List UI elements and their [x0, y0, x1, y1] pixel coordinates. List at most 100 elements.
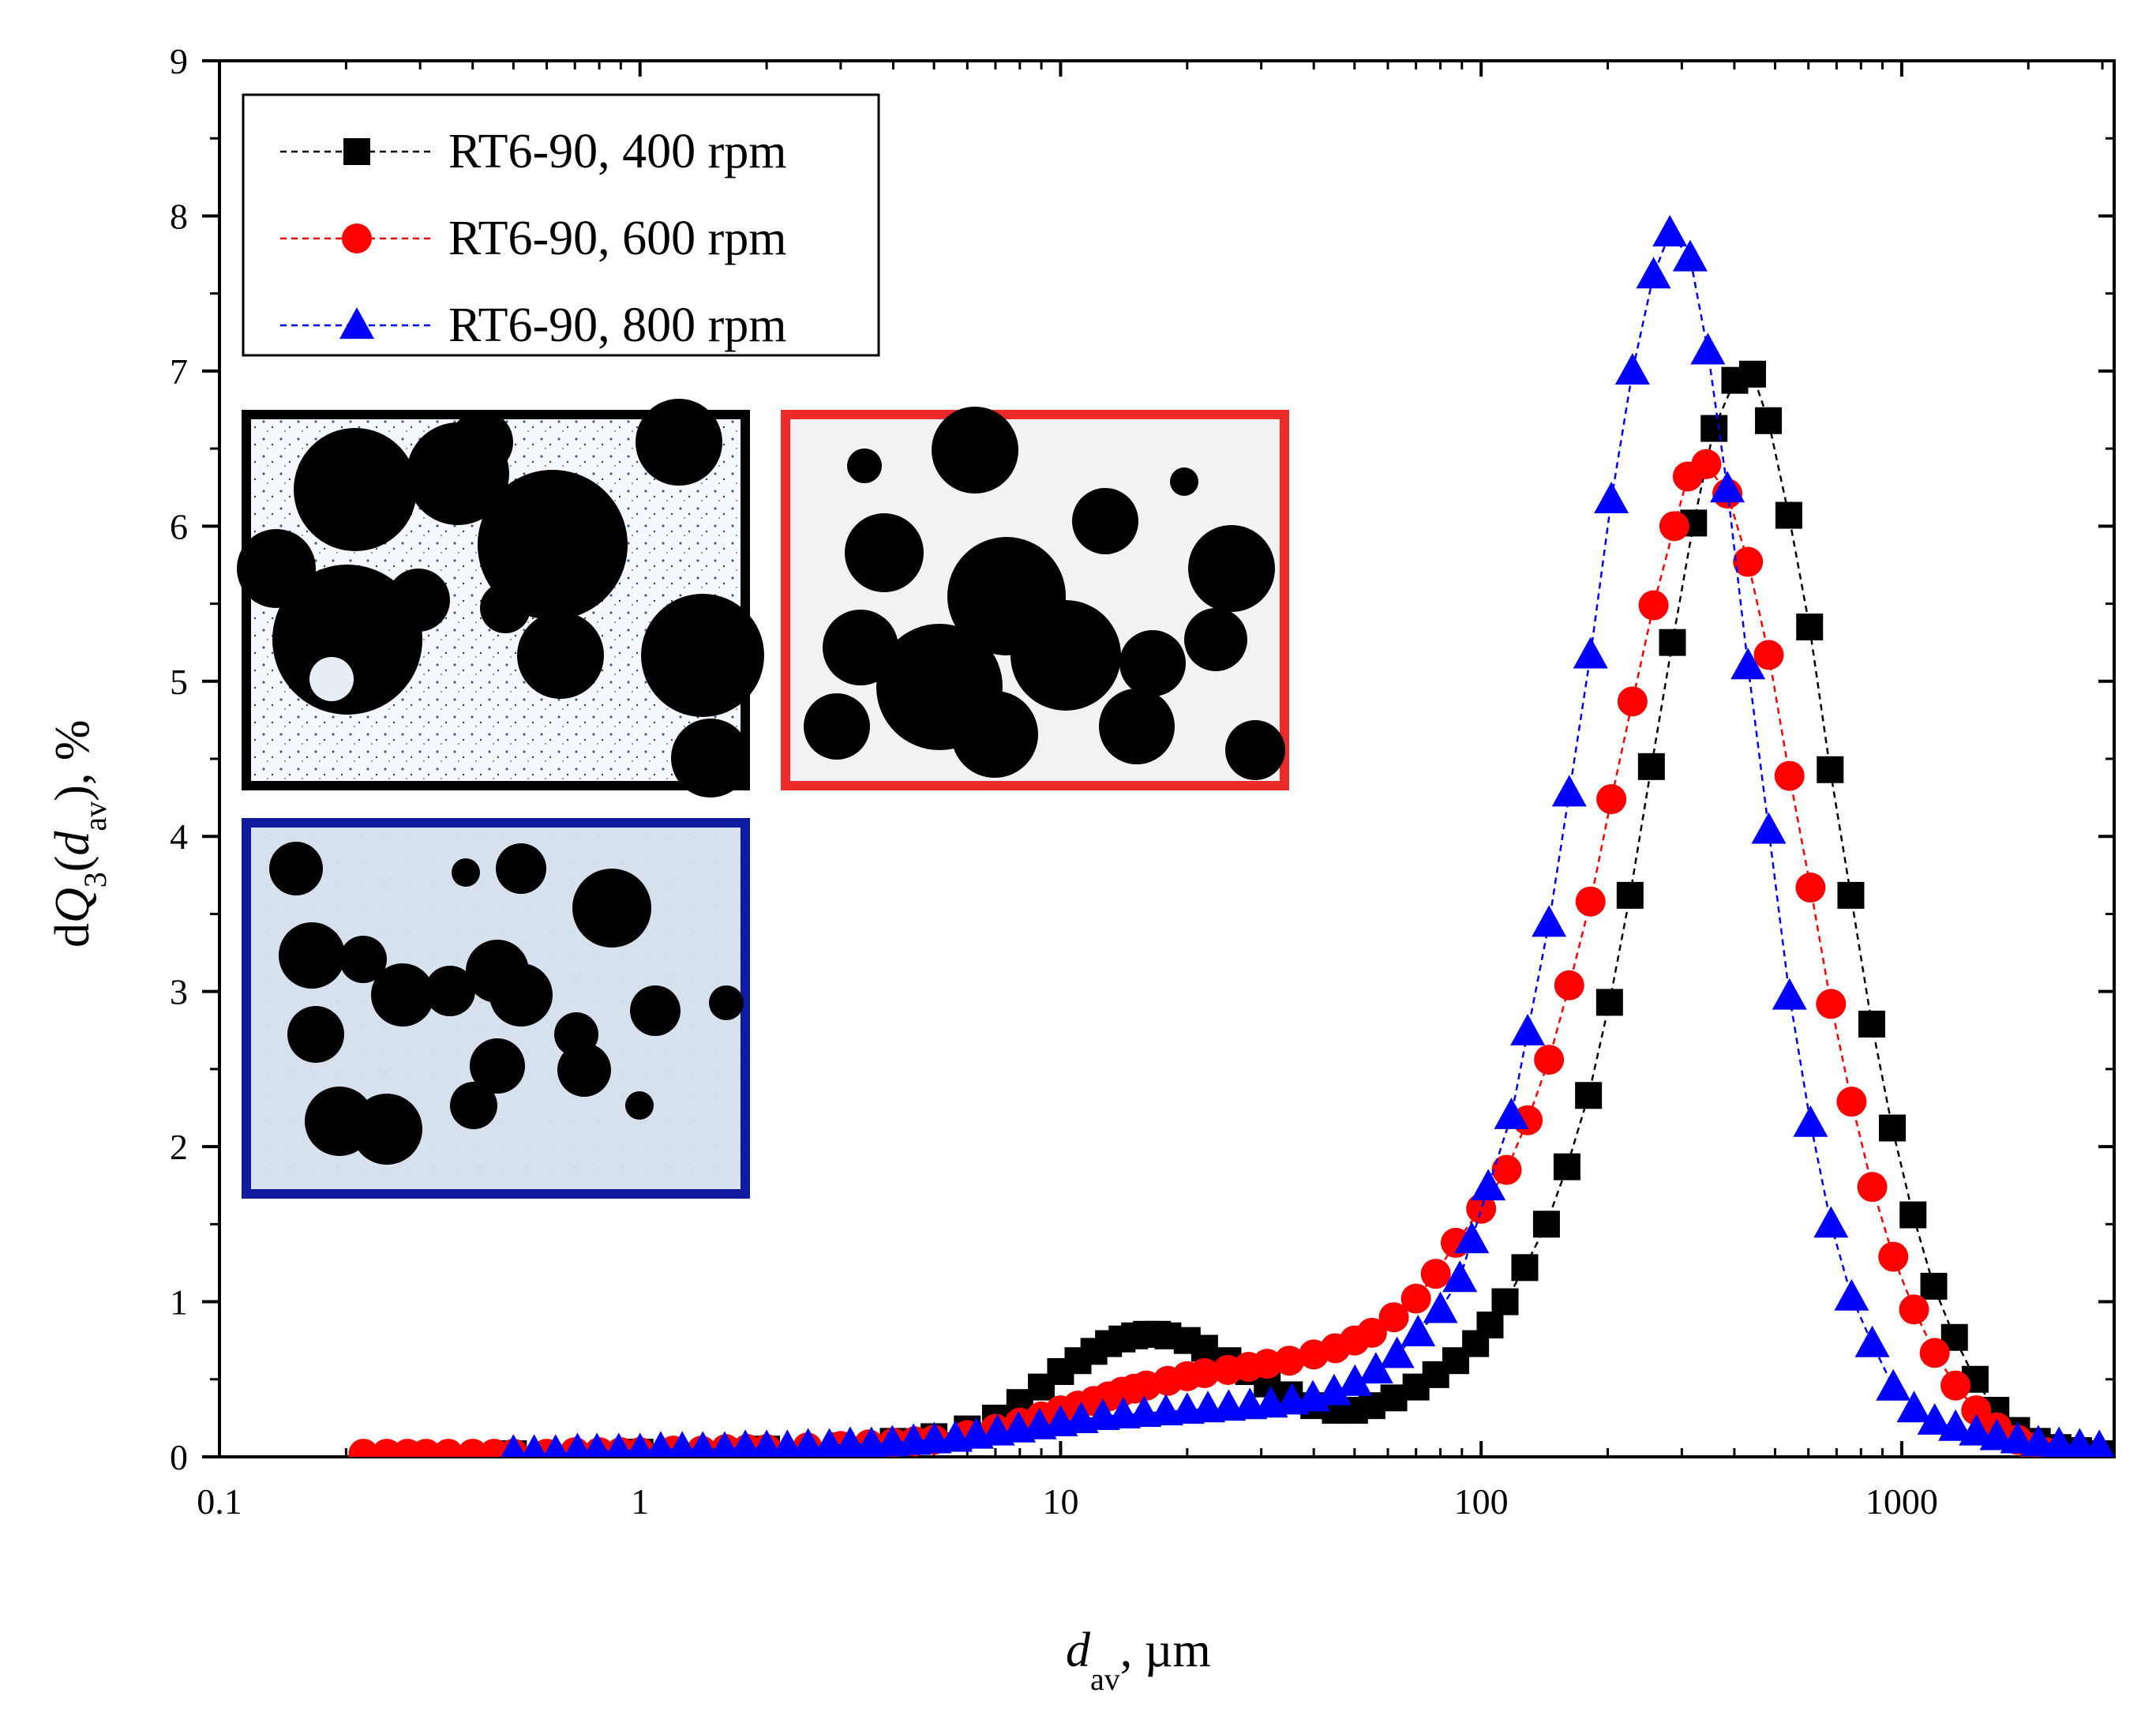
data-point — [1836, 1087, 1867, 1117]
data-point — [1837, 881, 1865, 909]
y-axis-title: dQ3(dav), % — [46, 720, 113, 948]
data-point — [1356, 1317, 1387, 1348]
legend-item: RT6-90, 600 rpm — [280, 212, 787, 265]
data-point — [1753, 640, 1784, 670]
data-point — [1190, 1334, 1218, 1362]
data-point — [2000, 1421, 2035, 1454]
data-point — [1400, 1315, 1436, 1346]
legend-item: RT6-90, 400 rpm — [280, 125, 787, 178]
data-point — [1511, 1254, 1539, 1282]
data-point — [1959, 1413, 1994, 1446]
data-point — [688, 1431, 718, 1457]
data-point — [1854, 1325, 1890, 1357]
legend-marker — [342, 223, 372, 253]
y-tick-label: 3 — [170, 972, 188, 1012]
data-point — [1896, 1391, 1932, 1423]
data-point — [1816, 989, 1847, 1019]
data-point — [1920, 1272, 1948, 1300]
data-point — [1534, 1045, 1565, 1075]
data-point — [1690, 332, 1726, 365]
data-point — [1316, 1373, 1352, 1406]
data-point — [1553, 1153, 1580, 1180]
micrograph-400rpm — [237, 399, 764, 798]
data-point — [1471, 1169, 1506, 1201]
x-tick-label: 10 — [1042, 1481, 1078, 1522]
data-point — [668, 1431, 697, 1457]
data-point — [711, 1431, 739, 1457]
legend-label: RT6-90, 800 rpm — [448, 298, 787, 352]
data-point — [1919, 1338, 1950, 1368]
data-point — [1617, 686, 1648, 717]
y-tick-label: 9 — [170, 41, 188, 81]
y-tick-label: 5 — [170, 662, 188, 702]
data-point — [605, 1432, 632, 1457]
data-point — [1573, 636, 1608, 669]
data-point — [646, 1431, 675, 1457]
data-point — [564, 1432, 591, 1457]
x-tick-label: 100 — [1454, 1481, 1509, 1522]
data-point — [543, 1434, 568, 1457]
data-point — [1834, 1278, 1869, 1311]
data-point — [1659, 511, 1689, 542]
data-point — [1739, 360, 1767, 388]
data-point — [1700, 415, 1728, 442]
data-point — [1616, 881, 1644, 909]
legend-item: RT6-90, 800 rpm — [280, 298, 787, 352]
series-layer — [348, 215, 2114, 1457]
y-tick-label: 1 — [170, 1282, 188, 1323]
legend-marker — [339, 307, 374, 340]
data-point — [1595, 989, 1623, 1016]
y-tick-label: 0 — [170, 1437, 188, 1477]
data-point — [1378, 1302, 1409, 1333]
x-tick-label: 1000 — [1865, 1481, 1938, 1522]
data-point — [1400, 1283, 1431, 1314]
y-tick-label: 7 — [170, 351, 188, 392]
data-point — [1774, 760, 1805, 791]
data-point — [1772, 978, 1807, 1010]
series-line — [513, 373, 2100, 1455]
data-point — [1252, 1349, 1283, 1379]
data-point — [626, 1432, 654, 1457]
data-point — [1938, 1409, 1974, 1441]
data-point — [2042, 1426, 2076, 1457]
y-tick-label: 4 — [170, 816, 188, 857]
data-point — [1817, 756, 1844, 783]
data-point — [1813, 1206, 1849, 1238]
data-point — [730, 1429, 761, 1457]
data-point — [1652, 215, 1688, 247]
data-point — [2084, 1429, 2114, 1457]
data-point — [1358, 1352, 1393, 1384]
data-point — [1979, 1418, 2015, 1451]
data-point — [1454, 1222, 1490, 1254]
data-point — [1614, 353, 1650, 385]
data-point — [1637, 753, 1665, 780]
data-point — [1532, 1210, 1560, 1238]
data-point — [1337, 1364, 1373, 1396]
data-point — [1878, 1241, 1909, 1272]
data-point — [1733, 546, 1764, 577]
data-point — [1274, 1346, 1305, 1376]
data-point — [1466, 1193, 1497, 1224]
data-point — [1594, 482, 1629, 514]
y-tick-label: 8 — [170, 196, 188, 236]
y-axis-ticks: 0 1 2 3 4 5 6 7 8 9 — [170, 41, 2114, 1477]
data-point — [1879, 1114, 1907, 1142]
data-point — [813, 1428, 846, 1457]
data-point — [1189, 1357, 1220, 1388]
y-tick-label: 6 — [170, 506, 188, 546]
data-point — [501, 1434, 527, 1457]
data-point — [1551, 775, 1587, 807]
data-point — [833, 1426, 868, 1457]
data-point — [1796, 614, 1824, 641]
micrograph-600rpm — [781, 407, 1289, 790]
data-point — [1659, 629, 1686, 656]
data-point — [1494, 1098, 1529, 1129]
data-point — [1730, 647, 1766, 680]
x-tick-label: 0.1 — [197, 1481, 242, 1522]
series-line — [513, 231, 2100, 1454]
data-point — [1638, 590, 1669, 621]
micrograph-800rpm — [242, 818, 750, 1199]
data-point — [1899, 1201, 1927, 1229]
data-point — [1917, 1403, 1952, 1435]
